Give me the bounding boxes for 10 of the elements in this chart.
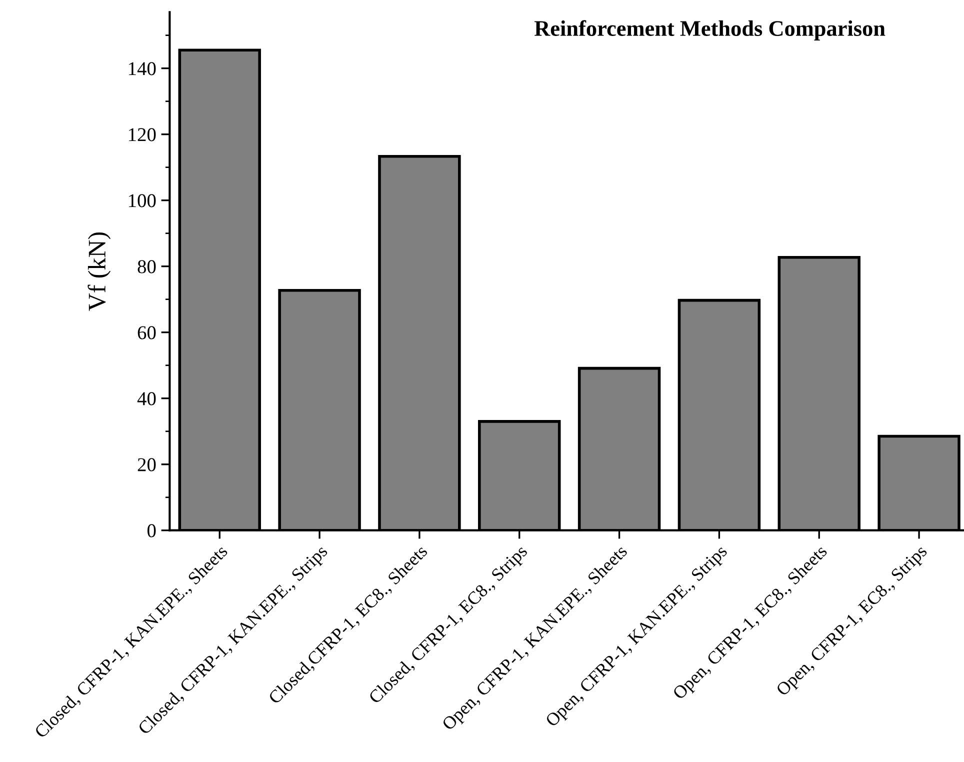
chart-title: Reinforcement Methods Comparison	[534, 20, 886, 41]
y-tick-label: 120	[129, 128, 156, 142]
y-tick-label: 20	[138, 458, 156, 472]
y-tick-label: 140	[129, 62, 156, 76]
y-tick-label: 60	[138, 326, 156, 340]
y-tick-label: 40	[137, 392, 156, 406]
y-tick-label: 80	[138, 260, 156, 274]
y-axis-title: Vf (kN)	[88, 232, 111, 311]
y-tick-label: 100	[129, 194, 156, 208]
y-tick-label: 0	[147, 524, 156, 538]
